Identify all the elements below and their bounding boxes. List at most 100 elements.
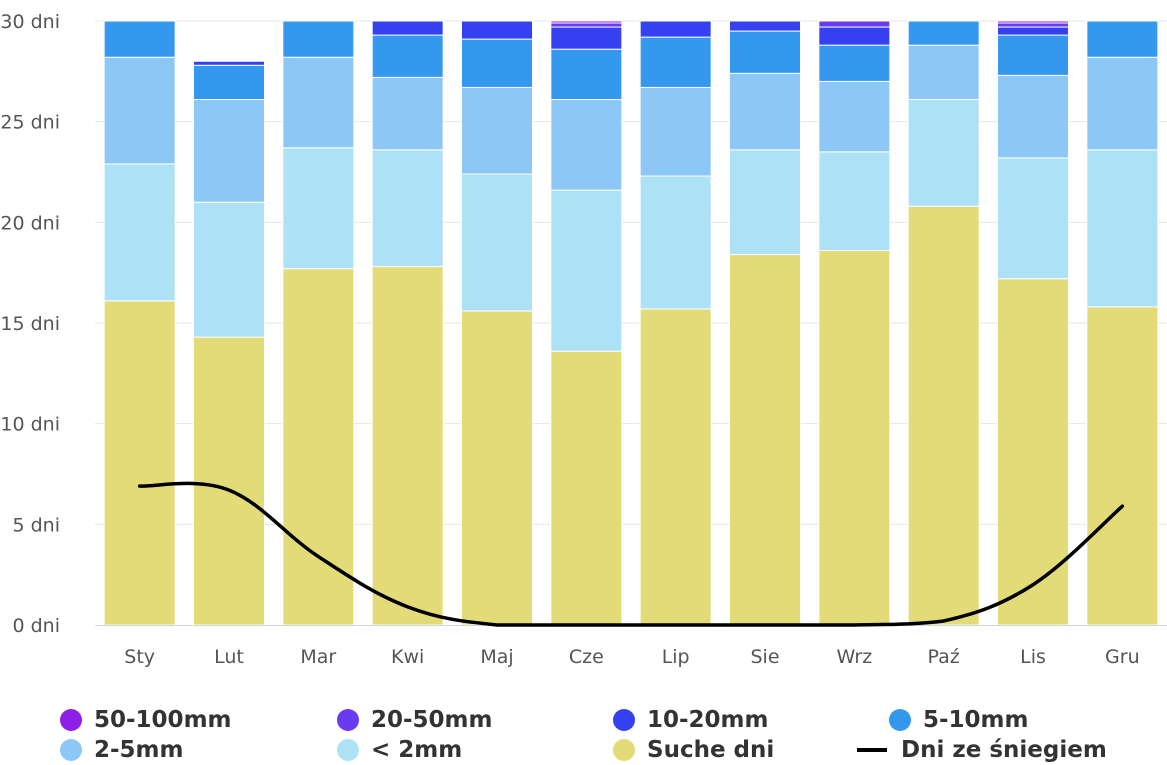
x-tick-label: Lip <box>662 646 690 668</box>
bar-segment-2-5mm[interactable] <box>639 86 712 177</box>
bar-segment-suche-dni[interactable] <box>729 254 801 626</box>
legend-label: 2-5mm <box>94 737 184 763</box>
bar-segment-suche-dni[interactable] <box>550 350 623 626</box>
bar-segment--2mm[interactable] <box>193 201 265 338</box>
bar-segment-10-20mm[interactable] <box>997 26 1069 36</box>
bar-segment-10-20mm[interactable] <box>193 60 265 66</box>
bar-segment-5-10mm[interactable] <box>371 34 444 78</box>
y-tick-label: 15 dni <box>0 313 60 335</box>
bar-segment-10-20mm[interactable] <box>461 20 533 40</box>
bar-segment-2-5mm[interactable] <box>907 44 980 101</box>
bar-segment--2mm[interactable] <box>550 189 623 352</box>
bar-segment-2-5mm[interactable] <box>193 99 265 203</box>
x-tick-label: Maj <box>480 646 513 668</box>
bar-segment-suche-dni[interactable] <box>818 250 891 626</box>
x-tick-label: Gru <box>1105 646 1140 668</box>
bar-segment-suche-dni[interactable] <box>193 336 265 626</box>
legend-item-10-20mm[interactable]: 10-20mm <box>613 705 769 735</box>
legend: 50-100mm 20-50mm 10-20mm 5-10mm 2-5mm < … <box>0 700 1167 765</box>
bar-segment--2mm[interactable] <box>729 149 801 256</box>
bar-segment-5-10mm[interactable] <box>729 30 801 74</box>
bar-stack-7 <box>729 20 801 626</box>
bar-segment-2-5mm[interactable] <box>282 56 355 149</box>
legend-item-2-5mm[interactable]: 2-5mm <box>60 735 183 765</box>
bar-segment--2mm[interactable] <box>639 175 712 310</box>
bar-stack-2 <box>282 20 355 626</box>
legend-label: 5-10mm <box>923 707 1029 733</box>
legend-label: < 2mm <box>371 737 463 763</box>
bar-segment-2-5mm[interactable] <box>550 99 623 191</box>
legend-item-dry-days[interactable]: Suche dni <box>613 735 774 765</box>
legend-item-lt-2mm[interactable]: < 2mm <box>337 735 462 765</box>
precipitation-chart: 0 dni 5 dni 10 dni 15 dni 20 dni 25 dni 30 dni… <box>0 11 1167 668</box>
bar-segment-2-5mm[interactable] <box>1086 56 1159 151</box>
bar-segment-10-20mm[interactable] <box>639 20 712 38</box>
bar-segment-50-100mm[interactable] <box>550 20 623 24</box>
x-tick-label: Sty <box>124 646 155 668</box>
bar-segment-5-10mm[interactable] <box>103 20 176 58</box>
bar-segment-suche-dni[interactable] <box>907 205 980 626</box>
bar-segment-5-10mm[interactable] <box>639 36 712 88</box>
legend-marker-20-50mm <box>337 709 359 731</box>
legend-item-5-10mm[interactable]: 5-10mm <box>889 705 1029 735</box>
x-tick-label: Lis <box>1020 646 1046 668</box>
bar-segment-20-50mm[interactable] <box>818 20 891 28</box>
bar-segment--2mm[interactable] <box>907 99 980 207</box>
bar-segment--2mm[interactable] <box>997 157 1069 280</box>
bar-segment-20-50mm[interactable] <box>550 22 623 28</box>
bar-segment-10-20mm[interactable] <box>729 20 801 32</box>
y-tick-label: 20 dni <box>0 212 60 234</box>
bar-segment-2-5mm[interactable] <box>729 72 801 151</box>
bar-segment-2-5mm[interactable] <box>461 86 533 175</box>
x-axis-ticks: Sty Lut Mar Kwi Maj Cze Lip Sie Wrz Paź Lis Gru <box>124 646 1139 668</box>
y-tick-label: 10 dni <box>0 414 60 436</box>
grid-lines <box>95 20 1167 525</box>
bar-segment-suche-dni[interactable] <box>1086 306 1159 626</box>
bar-segment-2-5mm[interactable] <box>818 80 891 153</box>
bar-segment--2mm[interactable] <box>1086 149 1159 308</box>
bar-segment-5-10mm[interactable] <box>907 20 980 46</box>
bar-segment-5-10mm[interactable] <box>461 38 533 88</box>
bar-stack-11 <box>1086 20 1159 626</box>
legend-marker-5-10mm <box>889 709 911 731</box>
bar-segment-10-20mm[interactable] <box>550 26 623 50</box>
bar-stack-8 <box>818 20 891 626</box>
bar-segment-suche-dni[interactable] <box>371 266 444 626</box>
stacked-bars <box>103 20 1159 626</box>
legend-marker-10-20mm <box>613 709 635 731</box>
bar-segment--2mm[interactable] <box>818 151 891 252</box>
legend-line-snow-days <box>857 748 887 752</box>
bar-segment--2mm[interactable] <box>282 147 355 270</box>
bar-segment-2-5mm[interactable] <box>371 76 444 151</box>
bar-segment-50-100mm[interactable] <box>997 20 1069 24</box>
bar-stack-1 <box>193 60 265 626</box>
bar-segment--2mm[interactable] <box>461 173 533 312</box>
bar-segment--2mm[interactable] <box>103 163 176 302</box>
bar-stack-9 <box>907 20 980 626</box>
bar-segment-5-10mm[interactable] <box>193 64 265 101</box>
bar-segment-10-20mm[interactable] <box>818 26 891 46</box>
legend-label: Dni ze śniegiem <box>901 737 1107 763</box>
bar-segment-5-10mm[interactable] <box>1086 20 1159 58</box>
bar-segment-5-10mm[interactable] <box>282 20 355 58</box>
bar-segment-10-20mm[interactable] <box>371 20 444 36</box>
bar-segment-suche-dni[interactable] <box>282 268 355 626</box>
bar-segment-suche-dni[interactable] <box>639 308 712 626</box>
bar-segment-2-5mm[interactable] <box>103 56 176 165</box>
bar-segment-suche-dni[interactable] <box>461 310 533 626</box>
bar-segment-2-5mm[interactable] <box>997 74 1069 159</box>
bar-segment-suche-dni[interactable] <box>103 300 176 626</box>
bar-segment-suche-dni[interactable] <box>997 278 1069 626</box>
snow-days-line[interactable] <box>137 481 1125 627</box>
legend-item-20-50mm[interactable]: 20-50mm <box>337 705 493 735</box>
legend-item-snow-days[interactable]: Dni ze śniegiem <box>857 735 1107 765</box>
bar-stack-4 <box>461 20 533 626</box>
legend-item-50-100mm[interactable]: 50-100mm <box>60 705 232 735</box>
bar-segment-5-10mm[interactable] <box>818 44 891 82</box>
bar-segment-20-50mm[interactable] <box>997 22 1069 28</box>
bar-segment--2mm[interactable] <box>371 149 444 268</box>
legend-label: 20-50mm <box>371 707 493 733</box>
bar-segment-5-10mm[interactable] <box>550 48 623 101</box>
bar-segment-5-10mm[interactable] <box>997 34 1069 76</box>
legend-marker-lt-2mm <box>337 739 359 761</box>
